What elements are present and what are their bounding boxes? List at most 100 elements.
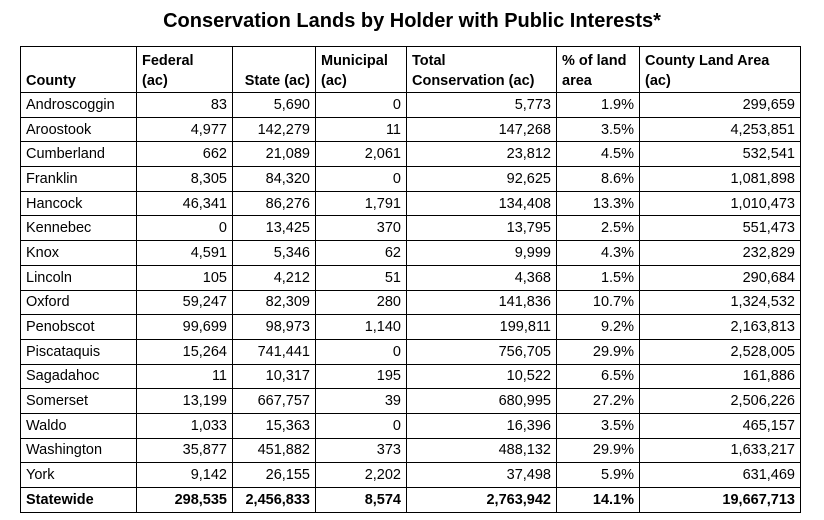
state-cell: 667,757 xyxy=(232,388,316,414)
percent-land-area-cell: 13.3% xyxy=(556,190,640,217)
header-county-land-area: County Land Area (ac) xyxy=(639,46,801,93)
municipal-cell: 51 xyxy=(315,264,407,291)
federal-cell: 0 xyxy=(136,215,233,242)
county-cell: Hancock xyxy=(20,190,137,217)
total-conservation-cell: 680,995 xyxy=(406,388,557,414)
percent-land-area-cell: 1.5% xyxy=(556,264,640,291)
table-body: Androscoggin 83 5,690 0 5,773 1.9% 299,659 Aroo… xyxy=(20,92,801,513)
county-land-area-cell: 551,473 xyxy=(639,215,801,242)
state-cell: 5,346 xyxy=(232,240,316,266)
municipal-cell: 280 xyxy=(315,289,407,316)
page-title: Conservation Lands by Holder with Public… xyxy=(163,10,661,32)
county-land-area-cell: 2,528,005 xyxy=(639,338,801,365)
municipal-cell: 1,791 xyxy=(315,190,407,217)
county-cell: Knox xyxy=(20,240,137,266)
header-percent-land-area: % of land area xyxy=(556,46,640,93)
state-cell: 4,212 xyxy=(232,264,316,291)
municipal-cell: 1,140 xyxy=(315,314,407,340)
header-state: State (ac) xyxy=(232,46,316,93)
percent-land-area-cell: 5.9% xyxy=(556,462,640,488)
table-row: Aroostook 4,977 142,279 11 147,268 3.5% 4,253,… xyxy=(20,116,801,143)
county-land-area-cell: 2,163,813 xyxy=(639,314,801,340)
county-cell: Penobscot xyxy=(20,314,137,340)
percent-land-area-cell: 27.2% xyxy=(556,388,640,414)
county-cell: Washington xyxy=(20,437,137,464)
table-row: Piscataquis 15,264 741,441 0 756,705 29.9% 2,5… xyxy=(20,338,801,365)
table-total-row: Statewide 298,535 2,456,833 8,574 2,763,942 1… xyxy=(20,487,801,513)
municipal-cell: 2,202 xyxy=(315,462,407,488)
state-cell: 741,441 xyxy=(232,338,316,365)
municipal-cell: 62 xyxy=(315,240,407,266)
total-conservation-cell: 37,498 xyxy=(406,462,557,488)
county-cell: Somerset xyxy=(20,388,137,414)
state-cell: 98,973 xyxy=(232,314,316,340)
county-cell: Lincoln xyxy=(20,264,137,291)
county-land-area-cell: 4,253,851 xyxy=(639,116,801,143)
total-conservation-cell: 2,763,942 xyxy=(406,487,557,513)
table-header: County Federal (ac) State (ac) Municipal… xyxy=(20,46,801,93)
percent-land-area-cell: 2.5% xyxy=(556,215,640,242)
county-land-area-cell: 232,829 xyxy=(639,240,801,266)
header-county: County xyxy=(20,46,137,93)
state-cell: 2,456,833 xyxy=(232,487,316,513)
percent-land-area-cell: 3.5% xyxy=(556,116,640,143)
table-row: Androscoggin 83 5,690 0 5,773 1.9% 299,659 xyxy=(20,92,801,118)
percent-land-area-cell: 4.5% xyxy=(556,141,640,168)
percent-land-area-cell: 29.9% xyxy=(556,437,640,464)
federal-cell: 83 xyxy=(136,92,233,118)
municipal-cell: 0 xyxy=(315,338,407,365)
state-cell: 26,155 xyxy=(232,462,316,488)
county-land-area-cell: 161,886 xyxy=(639,363,801,390)
state-cell: 84,320 xyxy=(232,166,316,192)
state-cell: 451,882 xyxy=(232,437,316,464)
table-row: Washington 35,877 451,882 373 488,132 29.9% 1,… xyxy=(20,437,801,464)
county-cell: Waldo xyxy=(20,412,137,439)
county-cell: Aroostook xyxy=(20,116,137,143)
county-land-area-cell: 532,541 xyxy=(639,141,801,168)
total-conservation-cell: 9,999 xyxy=(406,240,557,266)
total-conservation-cell: 756,705 xyxy=(406,338,557,365)
federal-cell: 4,591 xyxy=(136,240,233,266)
table-row: Penobscot 99,699 98,973 1,140 199,811 9.2% 2,1… xyxy=(20,314,801,340)
county-cell: Oxford xyxy=(20,289,137,316)
municipal-cell: 0 xyxy=(315,412,407,439)
county-cell: Androscoggin xyxy=(20,92,137,118)
county-cell: Kennebec xyxy=(20,215,137,242)
county-land-area-cell: 19,667,713 xyxy=(639,487,801,513)
county-cell: Franklin xyxy=(20,166,137,192)
federal-cell: 46,341 xyxy=(136,190,233,217)
total-conservation-cell: 10,522 xyxy=(406,363,557,390)
county-land-area-cell: 1,324,532 xyxy=(639,289,801,316)
federal-cell: 105 xyxy=(136,264,233,291)
municipal-cell: 11 xyxy=(315,116,407,143)
total-conservation-cell: 13,795 xyxy=(406,215,557,242)
table-row: Sagadahoc 11 10,317 195 10,522 6.5% 161,886 xyxy=(20,363,801,390)
header-federal: Federal (ac) xyxy=(136,46,233,93)
municipal-cell: 8,574 xyxy=(315,487,407,513)
table-row: Somerset 13,199 667,757 39 680,995 27.2% 2,506… xyxy=(20,388,801,414)
municipal-cell: 373 xyxy=(315,437,407,464)
table-row: Cumberland 662 21,089 2,061 23,812 4.5% 532,54… xyxy=(20,141,801,168)
state-cell: 86,276 xyxy=(232,190,316,217)
total-conservation-cell: 488,132 xyxy=(406,437,557,464)
table-row: York 9,142 26,155 2,202 37,498 5.9% 631,469 xyxy=(20,462,801,488)
total-conservation-cell: 23,812 xyxy=(406,141,557,168)
percent-land-area-cell: 6.5% xyxy=(556,363,640,390)
total-conservation-cell: 4,368 xyxy=(406,264,557,291)
federal-cell: 4,977 xyxy=(136,116,233,143)
county-cell: York xyxy=(20,462,137,488)
table-row: Hancock 46,341 86,276 1,791 134,408 13.3% 1,01… xyxy=(20,190,801,217)
state-cell: 5,690 xyxy=(232,92,316,118)
state-cell: 15,363 xyxy=(232,412,316,439)
percent-land-area-cell: 29.9% xyxy=(556,338,640,365)
total-conservation-cell: 16,396 xyxy=(406,412,557,439)
county-land-area-cell: 299,659 xyxy=(639,92,801,118)
county-land-area-cell: 290,684 xyxy=(639,264,801,291)
federal-cell: 298,535 xyxy=(136,487,233,513)
table-row: Franklin 8,305 84,320 0 92,625 8.6% 1,081,898 xyxy=(20,166,801,192)
municipal-cell: 2,061 xyxy=(315,141,407,168)
percent-land-area-cell: 4.3% xyxy=(556,240,640,266)
header-municipal: Municipal (ac) xyxy=(315,46,407,93)
table-row: Kennebec 0 13,425 370 13,795 2.5% 551,473 xyxy=(20,215,801,242)
federal-cell: 1,033 xyxy=(136,412,233,439)
